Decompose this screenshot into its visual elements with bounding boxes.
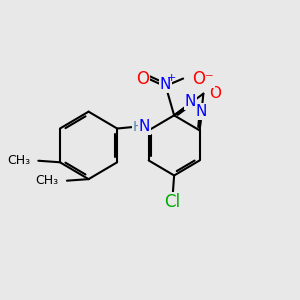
Text: Cl: Cl (165, 193, 181, 211)
Text: CH₃: CH₃ (7, 154, 30, 167)
Text: N: N (184, 94, 196, 110)
Text: H: H (132, 120, 143, 134)
Text: N: N (139, 119, 150, 134)
Text: +: + (167, 73, 176, 83)
Text: O: O (209, 86, 221, 101)
Text: CH₃: CH₃ (35, 174, 58, 187)
Text: O⁻: O⁻ (192, 70, 214, 88)
Text: N: N (196, 104, 207, 119)
Text: N: N (159, 77, 171, 92)
Text: O: O (136, 70, 149, 88)
